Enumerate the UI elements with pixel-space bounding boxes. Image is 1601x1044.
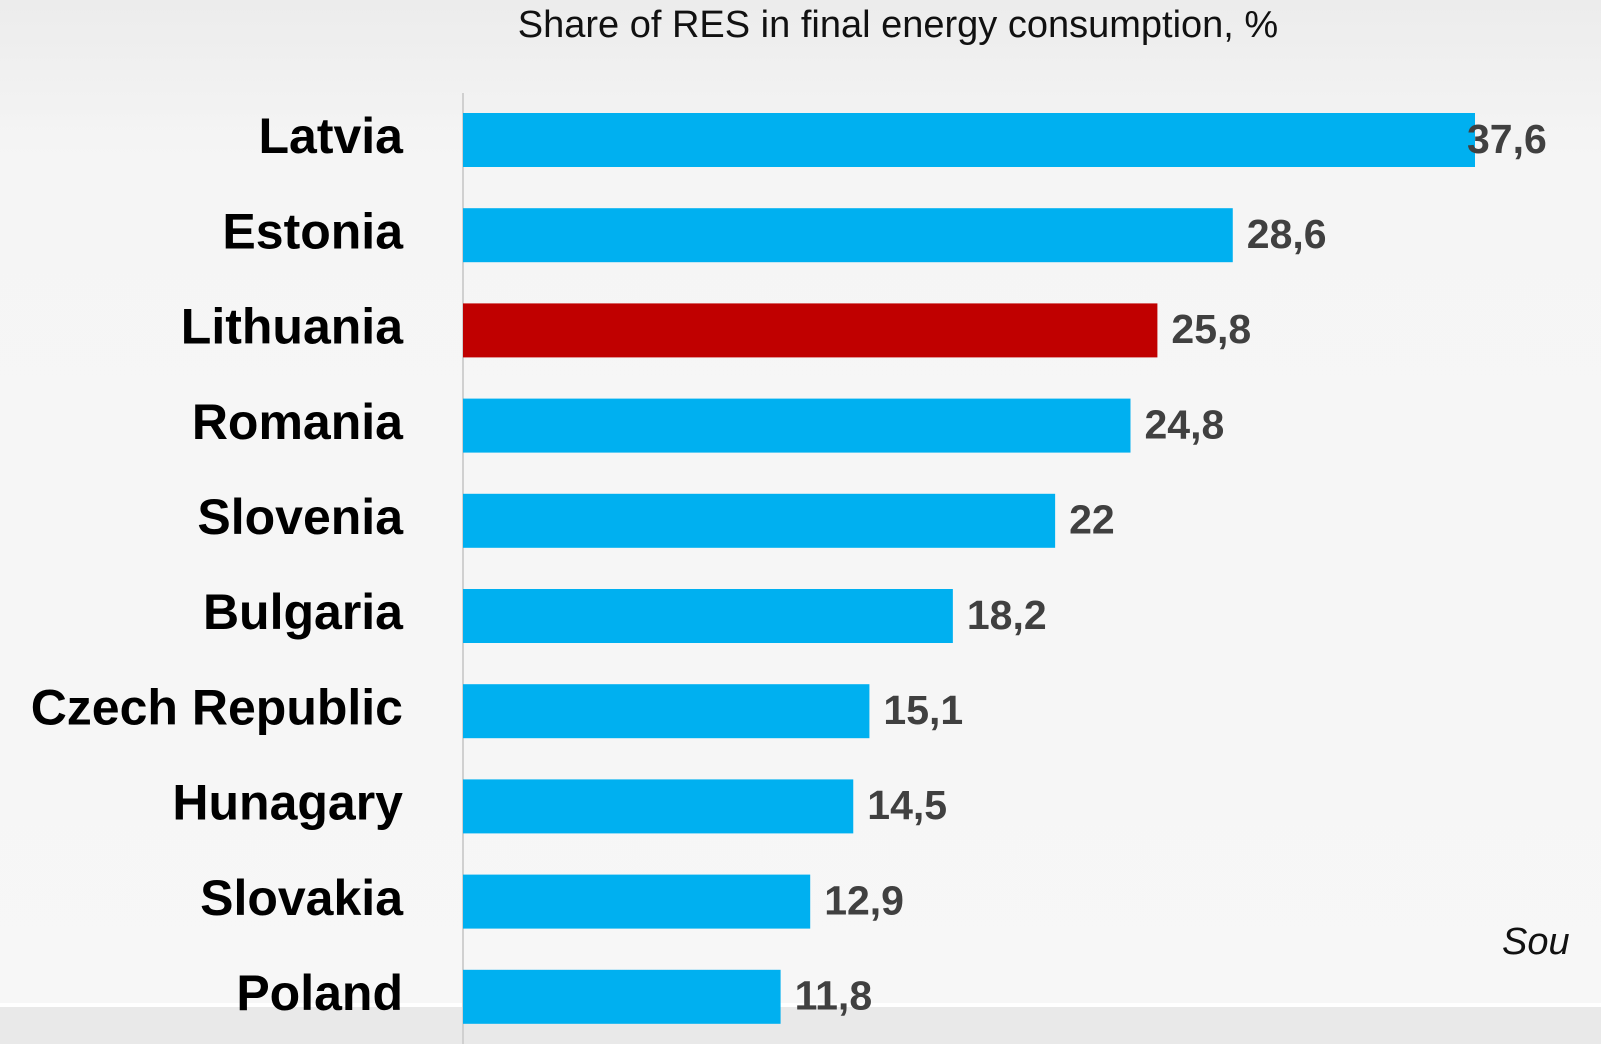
chart-title: Share of RES in final energy consumption… (518, 4, 1278, 46)
bar (463, 398, 1131, 453)
category-label: Hunagary (172, 775, 403, 831)
bar (463, 113, 1475, 167)
bar (463, 208, 1233, 263)
value-label: 15,1 (883, 687, 963, 733)
bar (463, 493, 1056, 548)
value-label: 28,6 (1247, 211, 1327, 257)
category-label: Lithuania (181, 299, 404, 355)
category-label: Slovakia (200, 870, 404, 926)
footer (0, 1007, 1601, 1044)
value-label: 18,2 (967, 592, 1047, 638)
category-label: Slovenia (197, 489, 404, 545)
bar (463, 874, 811, 929)
bar (463, 589, 953, 643)
category-label: Czech Republic (31, 679, 403, 735)
category-label: Latvia (258, 108, 404, 164)
bar (463, 779, 854, 834)
value-label: 11,8 (795, 973, 873, 1019)
value-label: 37,6 (1467, 116, 1547, 162)
category-label: Romania (192, 394, 404, 450)
category-label: Poland (236, 965, 403, 1021)
category-label: Bulgaria (203, 584, 404, 640)
value-label: 25,8 (1171, 306, 1251, 352)
value-label: 22 (1069, 497, 1115, 543)
source-note: Sou (1502, 921, 1570, 963)
value-label: 14,5 (867, 782, 947, 828)
bar (463, 969, 781, 1024)
value-label: 12,9 (824, 877, 904, 923)
bar (463, 684, 870, 739)
footer-line (0, 1003, 1601, 1007)
value-label: 24,8 (1144, 401, 1224, 447)
category-label: Estonia (222, 203, 404, 259)
bar (463, 303, 1158, 358)
